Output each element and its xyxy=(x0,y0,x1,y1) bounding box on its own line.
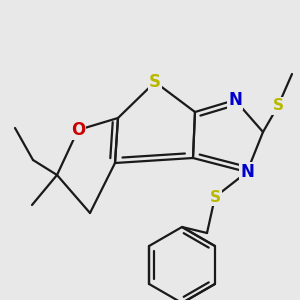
Text: O: O xyxy=(71,121,85,139)
Text: N: N xyxy=(228,91,242,109)
Text: S: S xyxy=(209,190,220,205)
Text: S: S xyxy=(272,98,284,113)
Text: N: N xyxy=(240,163,254,181)
Text: S: S xyxy=(149,73,161,91)
